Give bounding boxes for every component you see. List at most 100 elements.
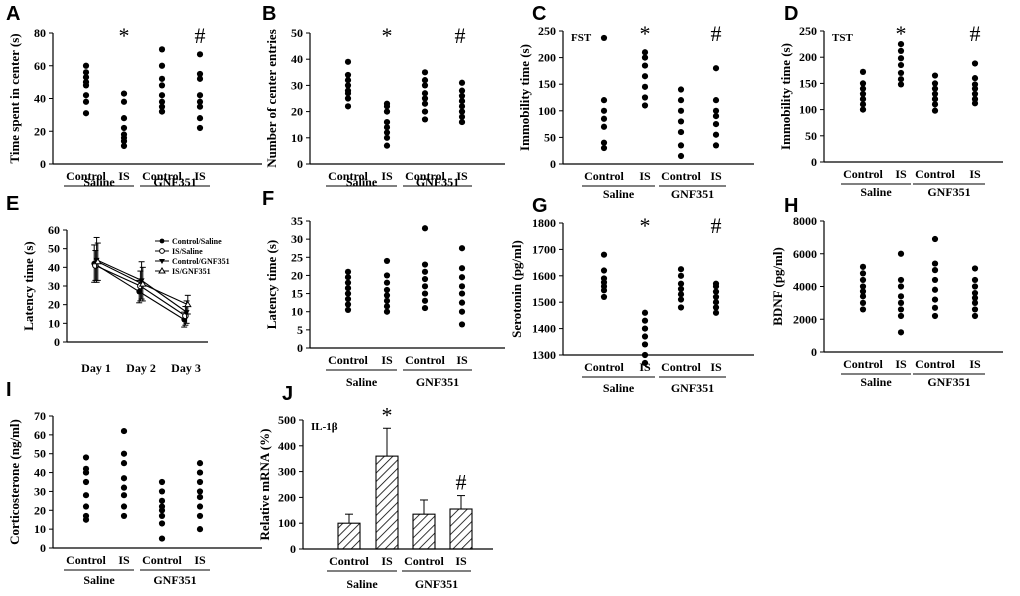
data-point xyxy=(344,306,352,313)
data-point xyxy=(458,283,466,290)
data-point xyxy=(421,90,429,97)
data-point xyxy=(931,72,939,79)
data-point xyxy=(677,291,685,298)
data-point xyxy=(931,107,939,114)
data-point xyxy=(971,75,979,82)
panel-label: D xyxy=(784,3,798,25)
x-tick-label: IS xyxy=(118,169,130,183)
y-tick-label: 50 xyxy=(291,26,303,40)
x-tick-label: Control xyxy=(142,169,182,183)
data-point xyxy=(641,102,649,109)
scatter-column xyxy=(344,58,352,110)
data-point xyxy=(641,359,649,367)
scatter-column xyxy=(897,41,905,88)
data-point xyxy=(712,97,720,104)
x-tick-label: IS xyxy=(710,169,722,183)
data-point xyxy=(859,101,867,108)
y-tick-label: 1700 xyxy=(532,242,556,256)
data-point xyxy=(82,62,90,69)
data-point xyxy=(344,58,352,65)
panel-label: A xyxy=(6,3,20,25)
data-point xyxy=(383,124,391,131)
panel-label: H xyxy=(784,195,798,217)
data-point xyxy=(383,279,391,286)
y-tick-label: 80 xyxy=(34,26,46,40)
data-point xyxy=(93,257,102,265)
panel-label: E xyxy=(6,193,19,215)
significance-mark: * xyxy=(640,21,651,46)
x-tick-label: Control xyxy=(843,357,883,371)
legend-label: IS/GNF351 xyxy=(172,267,211,276)
data-point xyxy=(158,535,166,542)
y-tick-label: 0 xyxy=(550,157,556,171)
y-tick-label: 50 xyxy=(805,129,817,143)
data-point xyxy=(641,341,649,348)
data-point xyxy=(458,98,466,105)
y-tick-label: 20 xyxy=(291,268,303,282)
scatter-column xyxy=(458,245,466,328)
y-tick-label: 60 xyxy=(34,59,46,73)
data-point xyxy=(158,503,166,510)
data-point xyxy=(82,98,90,105)
y-tick-label: 30 xyxy=(48,279,60,293)
data-point xyxy=(344,268,352,275)
data-point xyxy=(859,283,867,290)
panel-c: C 0 50 100 150 200 250 Immobility time (s) Contr… xyxy=(517,3,754,201)
data-point xyxy=(897,276,905,284)
x-tick-label: IS xyxy=(194,169,206,183)
x-tick-label: Control xyxy=(661,169,701,183)
data-point xyxy=(196,98,204,105)
x-tick-label: IS xyxy=(455,554,467,568)
y-tick-label: 40 xyxy=(34,92,46,106)
data-point xyxy=(458,87,466,94)
data-point xyxy=(859,270,867,277)
y-axis-label: Corticosterone (ng/ml) xyxy=(7,419,22,545)
scatter-column xyxy=(641,49,649,109)
x-tick-label: IS xyxy=(456,353,468,367)
data-point xyxy=(677,280,685,287)
scatter-column xyxy=(82,454,90,523)
data-point xyxy=(120,131,128,138)
y-tick-label: 150 xyxy=(538,77,556,91)
data-point xyxy=(158,92,166,99)
x-tick-label: Control xyxy=(915,357,955,371)
panel-label: I xyxy=(6,379,12,401)
data-point xyxy=(196,75,204,82)
x-tick-label: Day 1 xyxy=(81,361,111,375)
data-point xyxy=(158,98,166,105)
y-tick-label: 6000 xyxy=(793,247,817,261)
y-axis-label: Number of center entries xyxy=(264,29,279,168)
panel-label: B xyxy=(262,3,276,25)
data-point xyxy=(120,512,128,520)
data-point xyxy=(383,134,391,141)
x-tick-label: IS xyxy=(118,553,130,567)
data-point xyxy=(971,276,979,284)
data-point xyxy=(897,250,905,257)
significance-mark: # xyxy=(195,23,206,48)
data-point xyxy=(383,118,391,126)
y-tick-label: 200 xyxy=(538,51,556,65)
panel-g: G 1300 1400 1500 1600 1700 1800 Serotonin (pg/m… xyxy=(509,195,754,395)
panel-j: J 0 100 200 300 400 500 Relative mRNA (%) Contro… xyxy=(257,383,493,591)
x-tick-label: IS xyxy=(639,360,651,374)
y-tick-label: 20 xyxy=(291,105,303,119)
data-point xyxy=(712,121,720,128)
data-point xyxy=(458,245,466,252)
data-point xyxy=(421,95,429,102)
data-point xyxy=(931,85,939,92)
data-point xyxy=(931,260,939,267)
x-tick-label: IS xyxy=(456,169,468,183)
data-point xyxy=(458,103,466,110)
y-tick-label: 250 xyxy=(799,24,817,38)
data-point xyxy=(82,110,90,117)
data-point xyxy=(344,285,352,292)
data-point xyxy=(196,460,204,467)
data-point xyxy=(897,283,905,290)
panel-f: F 0 5 10 15 20 25 30 35 Latency time (s) Control IS… xyxy=(262,188,505,389)
data-point xyxy=(971,265,979,272)
significance-mark: * xyxy=(382,23,393,48)
x-tick-label: Control xyxy=(142,553,182,567)
data-point xyxy=(931,286,939,293)
data-point xyxy=(421,82,429,89)
